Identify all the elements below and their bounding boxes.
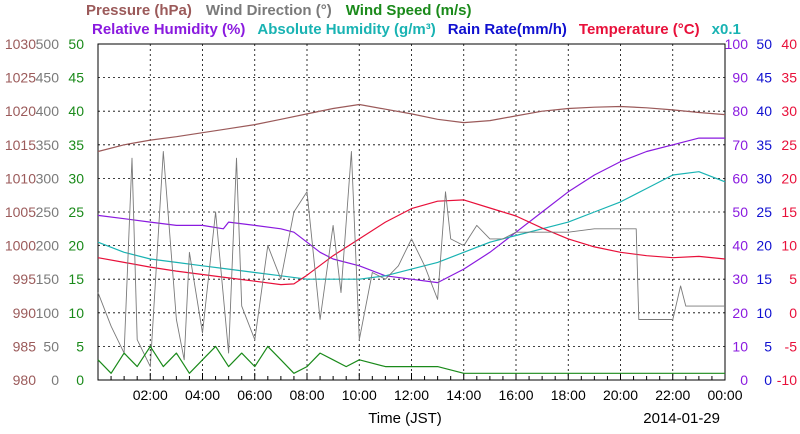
legend-entry: Wind Speed (m/s) [346, 2, 472, 19]
legend-entry: Wind Direction (°) [206, 2, 332, 19]
y-tick-label: 20 [756, 238, 772, 254]
series-line [97, 137, 725, 284]
y-tick-label: 20 [732, 305, 748, 321]
y-tick-label: 0 [789, 305, 797, 321]
y-tick-label: 100 [725, 36, 749, 52]
legend-entry: Temperature (°C) [579, 21, 700, 38]
x-tick-label: 18:00 [551, 387, 586, 403]
y-tick-label: 150 [36, 271, 60, 287]
y-tick-label: 25 [781, 137, 797, 153]
y-tick-label: 300 [36, 170, 60, 186]
x-tick-label: 22:00 [655, 387, 690, 403]
y-tick-label: 20 [68, 238, 84, 254]
y-tick-label: 350 [36, 137, 60, 153]
y-tick-label: 50 [43, 338, 59, 354]
y-tick-label: 90 [732, 70, 748, 86]
y-tick-label: 500 [36, 36, 60, 52]
y-tick-label: 25 [68, 204, 84, 220]
gridlines [97, 44, 726, 380]
y-tick-label: 250 [36, 204, 60, 220]
y-tick-label: 35 [756, 137, 772, 153]
y-tick-label: 100 [36, 305, 60, 321]
y-tick-label: 15 [781, 204, 797, 220]
y-tick-label: 80 [732, 103, 748, 119]
chart-legend: Pressure (hPa) Wind Direction (°) Wind Spe… [86, 2, 741, 38]
y-tick-label: 35 [781, 70, 797, 86]
y-tick-label: 400 [36, 103, 60, 119]
y-tick-label: 1000 [5, 238, 36, 254]
y-tick-label: 0 [51, 372, 59, 388]
y-tick-label: 35 [68, 137, 84, 153]
y-tick-label: 45 [68, 70, 84, 86]
y-tick-label: 1005 [5, 204, 36, 220]
y-tick-label: 1020 [5, 103, 36, 119]
y-tick-label: 40 [756, 103, 772, 119]
y-tick-label: 30 [68, 170, 84, 186]
y-tick-label: 200 [36, 238, 60, 254]
y-tick-label: -10 [777, 372, 797, 388]
x-tick-label: 16:00 [498, 387, 533, 403]
y-tick-label: 10 [68, 305, 84, 321]
y-tick-label: 995 [13, 271, 37, 287]
series-line [97, 103, 726, 153]
series-line [97, 171, 726, 280]
y-tick-label: 25 [756, 204, 772, 220]
x-tick-label: 08:00 [289, 387, 324, 403]
y-tick-label: 450 [36, 70, 60, 86]
series-line [97, 199, 726, 286]
y-tick-label: 30 [756, 170, 772, 186]
y-tick-label: 5 [76, 338, 84, 354]
y-tick-label: 40 [732, 238, 748, 254]
y-tick-label: 40 [781, 36, 797, 52]
y-tick-label: 1015 [5, 137, 36, 153]
axis-tick-labels: 02:00 04:00 06:00 08:00 10:00 12:00 14:00 16:00… [5, 36, 797, 403]
y-tick-label: 0 [76, 372, 84, 388]
y-tick-label: 70 [732, 137, 748, 153]
y-tick-label: 0 [740, 372, 748, 388]
y-tick-label: 10 [756, 305, 772, 321]
legend-entry: Rain Rate(mm/h) [448, 21, 567, 38]
y-tick-label: 1025 [5, 70, 36, 86]
x-tick-label: 00:00 [707, 387, 742, 403]
x-tick-label: 06:00 [237, 387, 272, 403]
y-tick-label: 15 [756, 271, 772, 287]
date-label: 2014-01-29 [643, 410, 720, 427]
x-tick-label: 20:00 [603, 387, 638, 403]
series-line [97, 345, 725, 374]
legend-entry: Absolute Humidity (g/m³) [257, 21, 435, 38]
x-tick-label: 04:00 [185, 387, 220, 403]
x-tick-label: 10:00 [342, 387, 377, 403]
y-tick-label: 980 [13, 372, 37, 388]
y-tick-label: 30 [781, 103, 797, 119]
data-series [97, 103, 726, 374]
y-tick-label: 10 [781, 238, 797, 254]
y-tick-label: 50 [68, 36, 84, 52]
y-tick-label: 50 [732, 204, 748, 220]
x-tick-label: 14:00 [446, 387, 481, 403]
y-tick-label: 15 [68, 271, 84, 287]
x-axis-label: Time (JST) [368, 410, 442, 427]
y-tick-label: 20 [781, 170, 797, 186]
series-line [97, 151, 725, 368]
y-tick-label: 0 [764, 372, 772, 388]
y-tick-label: 50 [756, 36, 772, 52]
y-tick-label: 10 [732, 338, 748, 354]
y-tick-label: 1010 [5, 170, 36, 186]
y-tick-label: 1030 [5, 36, 36, 52]
x-tick-label: 02:00 [133, 387, 168, 403]
y-tick-label: 5 [789, 271, 797, 287]
legend-entry: Relative Humidity (%) [92, 21, 245, 38]
y-tick-label: 45 [756, 70, 772, 86]
y-tick-label: -5 [785, 338, 798, 354]
y-tick-label: 40 [68, 103, 84, 119]
y-tick-label: 5 [764, 338, 772, 354]
y-tick-label: 990 [13, 305, 37, 321]
y-tick-label: 30 [732, 271, 748, 287]
x-tick-label: 12:00 [394, 387, 429, 403]
legend-entry: Pressure (hPa) [86, 2, 192, 19]
y-tick-label: 985 [13, 338, 37, 354]
legend-entry: x0.1 [712, 21, 741, 38]
y-tick-label: 60 [732, 170, 748, 186]
